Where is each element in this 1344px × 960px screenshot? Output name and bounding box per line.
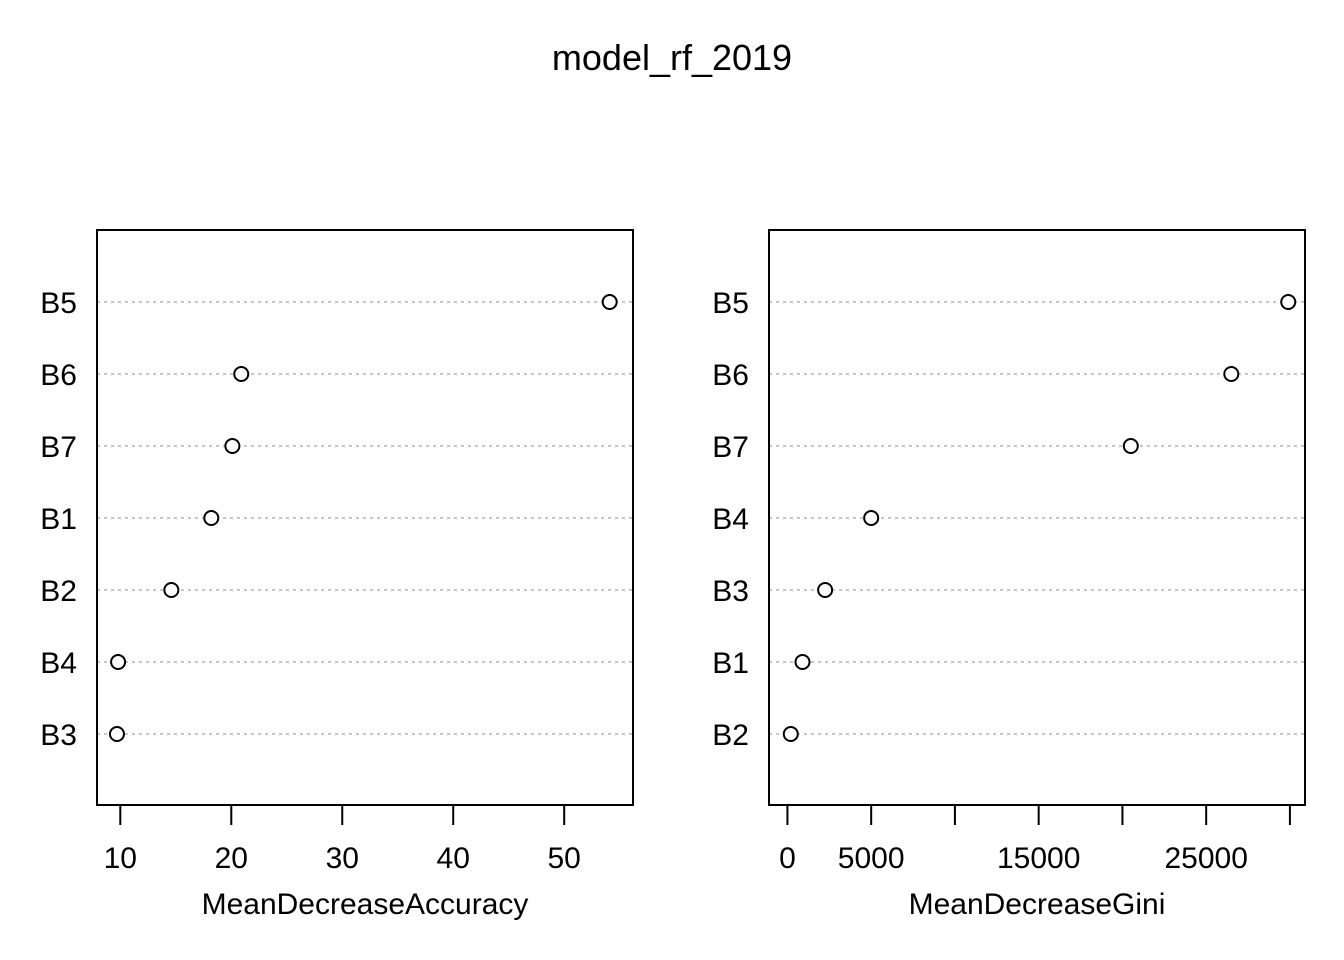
x-tick-label: 50 (548, 842, 581, 875)
data-point (233, 366, 250, 382)
category-label: B7 (40, 431, 77, 464)
data-point (1223, 366, 1240, 382)
category-label: B6 (40, 359, 77, 392)
category-label: B7 (712, 431, 749, 464)
plot-frame (768, 229, 1306, 806)
category-label: B5 (712, 287, 749, 320)
data-point (601, 294, 618, 310)
category-label: B4 (40, 647, 77, 680)
x-tick-label: 15000 (997, 842, 1080, 875)
category-label: B1 (40, 503, 77, 536)
data-point (817, 582, 834, 598)
chart-panel-1: B5 B6 B7 B1 B2 B4 B3 10 20 30 40 50 MeanDecreaseAccu… (40, 229, 634, 921)
category-label: B5 (40, 287, 77, 320)
data-point (203, 510, 220, 526)
x-tick-label: 10 (104, 842, 137, 875)
category-label: B4 (712, 503, 749, 536)
x-tick-label: 40 (437, 842, 470, 875)
x-tick-label: 25000 (1164, 842, 1247, 875)
data-point (224, 438, 241, 454)
x-tick-label: 20 (215, 842, 248, 875)
category-label: B3 (712, 575, 749, 608)
x-tick-label: 30 (326, 842, 359, 875)
x-tick-label: 5000 (838, 842, 905, 875)
data-point (1280, 294, 1297, 310)
category-label: B1 (712, 647, 749, 680)
plot-frame (96, 229, 634, 806)
x-axis-label: MeanDecreaseAccuracy (202, 888, 529, 921)
category-label: B2 (712, 719, 749, 752)
data-point (863, 510, 880, 526)
x-axis-label: MeanDecreaseGini (909, 888, 1166, 921)
category-label: B2 (40, 575, 77, 608)
x-tick-label: 0 (779, 842, 796, 875)
data-point (163, 582, 180, 598)
chart-panels: B5 B6 B7 B1 B2 B4 B3 10 20 30 40 50 MeanDecreaseAccu… (40, 229, 1306, 921)
category-label: B6 (712, 359, 749, 392)
chart-panel-2: B5 B6 B7 B4 B3 B1 B2 0 5000 15000 25000 MeanDecreas… (712, 229, 1306, 921)
data-point (110, 654, 127, 670)
data-point (794, 654, 811, 670)
data-point (108, 726, 125, 742)
data-point (782, 726, 799, 742)
category-label: B3 (40, 719, 77, 752)
data-point (1122, 438, 1139, 454)
chart-title: model_rf_2019 (552, 37, 792, 78)
